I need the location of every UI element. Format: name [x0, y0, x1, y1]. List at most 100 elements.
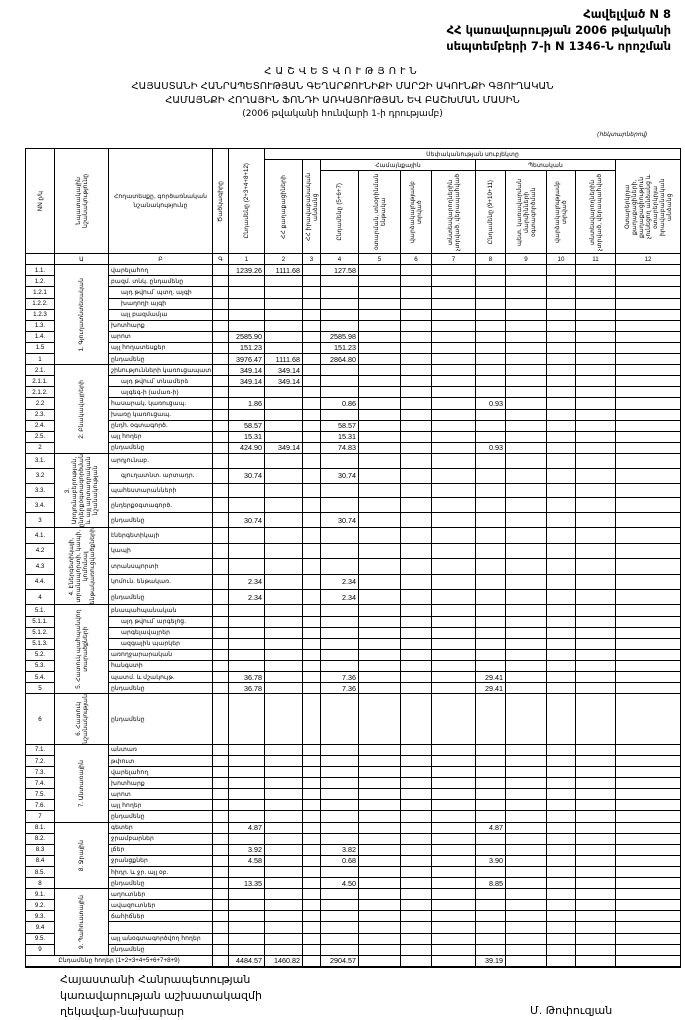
- value-col-11: [575, 854, 616, 867]
- annex-line: ՀՀ կառավարության 2006 թվականի: [446, 23, 671, 37]
- value-col-8: [475, 899, 506, 912]
- row-number: 2.1.2.: [25, 386, 55, 399]
- total-col-5: [358, 954, 401, 968]
- value-col-9: [505, 275, 547, 288]
- value-col-3: [302, 353, 321, 366]
- code-cell: [212, 766, 229, 779]
- value-col-10: [546, 482, 576, 499]
- value-col-8: [475, 430, 506, 443]
- value-col-2: [264, 932, 303, 945]
- value-col-8: [475, 932, 506, 945]
- code-cell: [212, 659, 229, 673]
- code-cell: [212, 671, 229, 684]
- value-col-11: [575, 865, 616, 879]
- value-col-6: [400, 375, 432, 388]
- value-col-11: [575, 671, 616, 684]
- code-cell: [212, 467, 229, 484]
- row-number: 4.1.: [25, 527, 55, 544]
- value-col-1: 30.74: [228, 467, 265, 484]
- value-col-12: [614, 671, 682, 684]
- value-col-7: [431, 308, 476, 321]
- value-col-3: [302, 386, 321, 399]
- value-col-11: [575, 843, 616, 856]
- value-col-6: [400, 693, 432, 745]
- value-col-12: [614, 364, 682, 377]
- value-col-2: [264, 682, 303, 695]
- value-col-1: 151.23: [228, 341, 265, 355]
- footer-line: ղեկավար-նախարար: [60, 1005, 185, 1018]
- value-col-11: [575, 615, 616, 628]
- value-col-4: 2.34: [320, 573, 359, 591]
- code-cell: [212, 341, 229, 355]
- value-col-5: [358, 430, 401, 443]
- header-state: Պետական: [475, 159, 616, 172]
- value-col-11: [575, 899, 616, 912]
- value-col-4: 0.68: [320, 854, 359, 867]
- value-col-4: 151.23: [320, 341, 359, 355]
- section-label-text: 1. Գյուղատնտեսական: [78, 277, 85, 352]
- row-number: 7.2.: [25, 755, 55, 768]
- value-col-6: [400, 558, 432, 575]
- value-col-7: [431, 364, 476, 377]
- value-col-3: [302, 588, 321, 606]
- value-col-5: [358, 275, 401, 288]
- report-subtitle-1: ՀԱՅԱՍՏԱՆԻ ՀԱՆՐԱՊԵՏՈՒԹՅԱՆ ԳԵՂԱՐՔՈՒՆԻՔԻ ՄԱ…: [131, 81, 554, 92]
- value-col-12: [614, 682, 682, 695]
- header-community: Համայնքային: [320, 159, 476, 172]
- value-col-2: [264, 497, 303, 514]
- value-col-9: [505, 615, 547, 628]
- value-col-5: [358, 588, 401, 606]
- header-col11: տնտեսվարողներին չտրված, վերապահված: [575, 170, 616, 255]
- value-col-10: [546, 865, 576, 879]
- value-col-8: [475, 648, 506, 661]
- value-col-8: [475, 542, 506, 560]
- row-number: 8.5.: [25, 865, 55, 879]
- value-col-4: 74.83: [320, 441, 359, 454]
- value-col-3: [302, 799, 321, 812]
- value-col-7: [431, 397, 476, 410]
- value-col-6: [400, 497, 432, 514]
- value-col-12: [614, 943, 682, 956]
- value-col-6: [400, 671, 432, 684]
- value-col-8: [475, 408, 506, 421]
- row-number: 4.4.: [25, 573, 55, 591]
- table-row: 8.4 ջրանցքներ 4.58 0.68 3.90: [25, 854, 682, 867]
- value-col-8: 0.93: [475, 441, 506, 454]
- value-col-1: [228, 319, 265, 332]
- code-cell: [212, 755, 229, 768]
- value-col-1: [228, 626, 265, 639]
- value-col-6: [400, 527, 432, 544]
- value-col-7: [431, 888, 476, 901]
- table-row: 1.2.2. խաղողի այգի: [25, 297, 682, 310]
- value-col-10: [546, 275, 576, 288]
- value-col-6: [400, 615, 432, 628]
- value-col-2: [264, 527, 303, 544]
- value-col-7: [431, 297, 476, 310]
- value-col-5: [358, 799, 401, 812]
- value-col-2: [264, 943, 303, 956]
- code-cell: [212, 932, 229, 945]
- value-col-9: [505, 375, 547, 388]
- value-col-12: [614, 375, 682, 388]
- value-col-12: [614, 766, 682, 779]
- value-col-10: [546, 452, 576, 469]
- value-col-8: [475, 330, 506, 343]
- section-label-text: 9. Պահուստային: [78, 894, 85, 949]
- value-col-9: [505, 588, 547, 606]
- value-col-8: [475, 615, 506, 628]
- value-col-3: [302, 286, 321, 299]
- table-row: 3.1. 3. Արդյունաբերության, ընդերքօգտագործ…: [25, 452, 682, 529]
- land-type: այդ թվում՝ արգելոց.: [108, 615, 213, 628]
- table-row: 7.2. թփուտ: [25, 755, 682, 768]
- value-col-2: [264, 386, 303, 399]
- code-cell: [212, 843, 229, 856]
- row-number: 2.4.: [25, 419, 55, 432]
- value-col-8: [475, 604, 506, 617]
- code-cell: [212, 954, 229, 968]
- land-type: թփուտ: [108, 755, 213, 768]
- value-col-5: [358, 865, 401, 879]
- value-col-9: [505, 308, 547, 321]
- value-col-1: [228, 527, 265, 544]
- code-cell: [212, 286, 229, 299]
- value-col-7: [431, 899, 476, 912]
